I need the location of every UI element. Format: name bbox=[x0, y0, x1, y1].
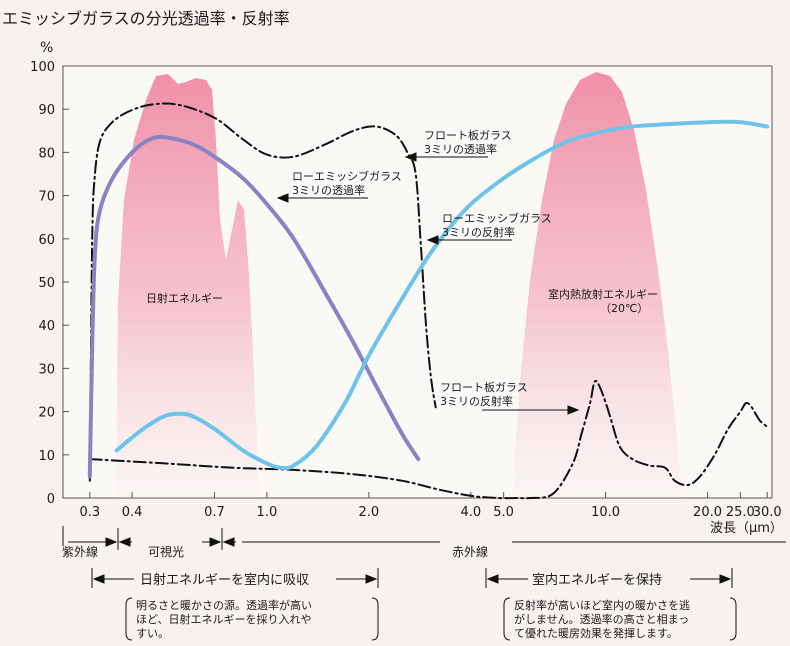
y-tick-label: 40 bbox=[38, 319, 55, 334]
left-note-bracket-close bbox=[371, 597, 379, 641]
x-tick-label: 20.0 bbox=[693, 505, 722, 520]
x-tick-label: 30.0 bbox=[753, 505, 782, 520]
x-tick-label: 4.0 bbox=[460, 505, 481, 520]
room-energy-temp-label: （20℃） bbox=[600, 302, 648, 315]
y-tick-label: 80 bbox=[38, 146, 55, 161]
y-tick-label: 50 bbox=[38, 276, 55, 291]
room-energy-shape bbox=[512, 72, 682, 498]
x-tick-label: 10.0 bbox=[591, 505, 620, 520]
y-axis-label: % bbox=[40, 40, 53, 56]
y-tick-label: 100 bbox=[30, 60, 55, 75]
right-note-bracket-close bbox=[729, 597, 737, 641]
left-range-arrowhead-b bbox=[365, 574, 378, 584]
arrowhead-float-refl bbox=[567, 405, 580, 415]
float-trans-label-2: 3ミリの透過率 bbox=[424, 142, 497, 156]
x-tick-label: 0.4 bbox=[122, 505, 143, 520]
x-tick-label: 2.0 bbox=[359, 505, 380, 520]
left-note-line-2: ほど、日射エネルギーを採り入れや bbox=[136, 612, 311, 626]
arrowhead-float-trans bbox=[404, 152, 417, 162]
chart-title: エミッシブガラスの分光透過率・反射率 bbox=[2, 9, 290, 28]
lowe-trans-label-2: 3ミリの透過率 bbox=[292, 183, 365, 197]
band-row bbox=[62, 526, 786, 550]
y-tick-label: 70 bbox=[38, 190, 55, 205]
series-line-0 bbox=[88, 102, 437, 482]
right-note-line-2: がしません。透過率の高さと相まっ bbox=[514, 612, 689, 626]
y-tick-label: 30 bbox=[38, 362, 55, 377]
float-refl-label-2: 3ミリの反射率 bbox=[440, 394, 513, 408]
range-arrows bbox=[91, 568, 733, 588]
right-note-bracket-open bbox=[503, 597, 511, 641]
series-line-2 bbox=[87, 134, 421, 479]
right-note-line-3: て優れた暖房効果を発揮します。 bbox=[514, 626, 678, 640]
x-axis-ticks: 0.3 0.4 0.7 1.0 2.0 4.0 5.0 10.0 20.0 25.030.0 bbox=[79, 492, 782, 520]
arrowhead-lowe-trans bbox=[276, 193, 289, 203]
x-axis-label: 波長（μm） bbox=[710, 521, 783, 536]
left-note-line-1: 明るさと暖かさの源。透過率が高い bbox=[136, 598, 312, 612]
float-refl-label-1: フロート板ガラス bbox=[440, 380, 528, 394]
left-range-arrowhead-a bbox=[92, 574, 105, 584]
lowe-trans-label-1: ローエミッシブガラス bbox=[292, 169, 402, 183]
x-tick-label: 25.0 bbox=[726, 505, 755, 520]
x-tick-label: 1.0 bbox=[257, 505, 278, 520]
y-tick-label: 90 bbox=[38, 103, 55, 118]
band-visible: 可視光 bbox=[148, 544, 184, 559]
band-vis-arrowhead-left bbox=[118, 537, 131, 547]
y-tick-label: 0 bbox=[47, 492, 55, 507]
left-note-bracket-open bbox=[125, 597, 133, 641]
left-note-line-3: すい。 bbox=[136, 627, 169, 640]
solar-energy-label: 日射エネルギー bbox=[146, 291, 223, 305]
right-range-title: 室内エネルギーを保持 bbox=[532, 572, 662, 588]
band-infrared: 赤外線 bbox=[452, 544, 488, 559]
room-energy-label: 室内熱放射エネルギー bbox=[548, 287, 658, 301]
band-uv: 紫外線 bbox=[62, 544, 98, 559]
series-line-1 bbox=[88, 379, 769, 500]
y-tick-label: 20 bbox=[38, 406, 55, 421]
x-tick-label: 5.0 bbox=[493, 505, 514, 520]
series-group bbox=[87, 102, 770, 500]
lowe-refl-label-2: 3ミリの反射率 bbox=[442, 225, 515, 239]
x-tick-label: 0.7 bbox=[204, 505, 225, 520]
band-uv-arrowhead bbox=[105, 537, 118, 547]
band-ir-arrowhead bbox=[222, 537, 235, 547]
lowe-refl-label-1: ローエミッシブガラス bbox=[442, 211, 552, 225]
solar-energy-shape bbox=[116, 74, 260, 498]
pointer-arrows bbox=[276, 152, 580, 415]
right-range-arrowhead-a bbox=[486, 574, 499, 584]
band-vis-arrowhead-right bbox=[209, 537, 222, 547]
float-trans-label-1: フロート板ガラス bbox=[424, 128, 512, 142]
y-tick-label: 60 bbox=[38, 233, 55, 248]
left-range-title: 日射エネルギーを室内に吸収 bbox=[140, 572, 309, 588]
arrowhead-lowe-refl bbox=[426, 235, 439, 245]
y-tick-label: 10 bbox=[38, 449, 55, 464]
series-line-3 bbox=[114, 119, 770, 471]
y-axis-ticks: 0 10 20 30 40 50 60 70 80 90 100 bbox=[30, 60, 69, 507]
x-tick-label: 0.3 bbox=[79, 505, 100, 520]
right-range-arrowhead-b bbox=[719, 574, 732, 584]
right-note-line-1: 反射率が高いほど室内の暖かさを逃 bbox=[514, 598, 690, 612]
